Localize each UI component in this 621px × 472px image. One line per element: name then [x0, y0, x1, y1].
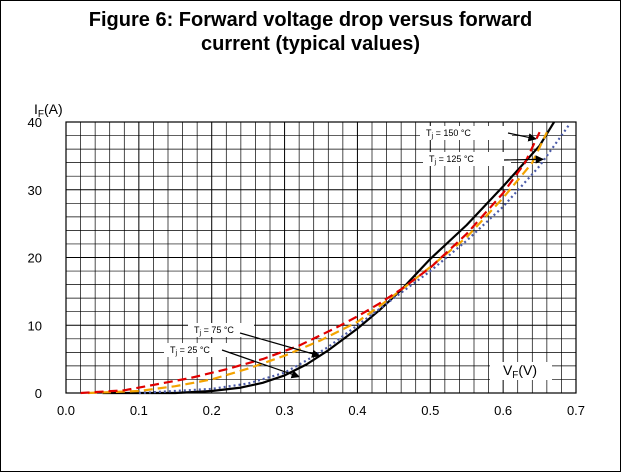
annotation-label: Tj = 25 °C	[170, 345, 210, 357]
annotation-label: Tj = 150 °C	[426, 128, 471, 140]
series-line-3	[87, 131, 548, 395]
y-tick-label: 30	[28, 183, 42, 198]
annotation-label: Tj = 125 °C	[429, 154, 474, 166]
figure-title-line1: Figure 6: Forward voltage drop versus fo…	[88, 9, 533, 31]
annotation-arrow	[221, 349, 300, 379]
y-tick-labels: 0 10 20 30 40	[28, 115, 42, 401]
annotation-arrow	[503, 155, 545, 164]
series-line-1	[102, 121, 556, 395]
figure-title: Figure 6: Forward voltage drop versus fo…	[0, 8, 621, 56]
annotation-label: Tj = 75 °C	[194, 325, 234, 337]
y-axis-label: IF(A)	[34, 101, 63, 120]
series-line-4	[80, 131, 541, 395]
annotation-box	[188, 323, 254, 337]
x-tick-label: 0.4	[348, 403, 366, 418]
x-tick-labels: 0.0 0.1 0.2 0.3 0.4 0.5 0.6 0.7	[57, 403, 585, 418]
annotation-box	[420, 126, 512, 140]
annotation-box	[423, 152, 511, 166]
x-tick-label: 0.1	[130, 403, 148, 418]
x-tick-label: 0.7	[567, 403, 585, 418]
y-tick-label: 10	[28, 318, 42, 333]
chart-series	[80, 121, 570, 395]
x-tick-label: 0.0	[57, 403, 75, 418]
x-axis-label: VF(V)	[503, 362, 537, 381]
x-axis-label-bg	[490, 362, 552, 380]
chart-annotations: Tj = 150 °C Tj = 125 °C Tj = 75 °C Tj = 25 …	[164, 126, 545, 379]
series-line-2	[138, 124, 570, 395]
axis-units: IF(A) VF(V)	[34, 101, 552, 381]
y-tick-label: 40	[28, 115, 42, 130]
figure-title-line2: current (typical values)	[201, 33, 420, 55]
x-tick-label: 0.3	[276, 403, 294, 418]
x-tick-label: 0.2	[203, 403, 221, 418]
plot-area-border	[65, 121, 577, 394]
y-tick-label: 0	[35, 386, 42, 401]
annotation-box	[164, 343, 228, 357]
x-tick-label: 0.6	[494, 403, 512, 418]
y-tick-label: 20	[28, 251, 42, 266]
annotation-arrow	[239, 332, 321, 358]
annotation-arrow	[507, 132, 537, 142]
x-tick-label: 0.5	[421, 403, 439, 418]
